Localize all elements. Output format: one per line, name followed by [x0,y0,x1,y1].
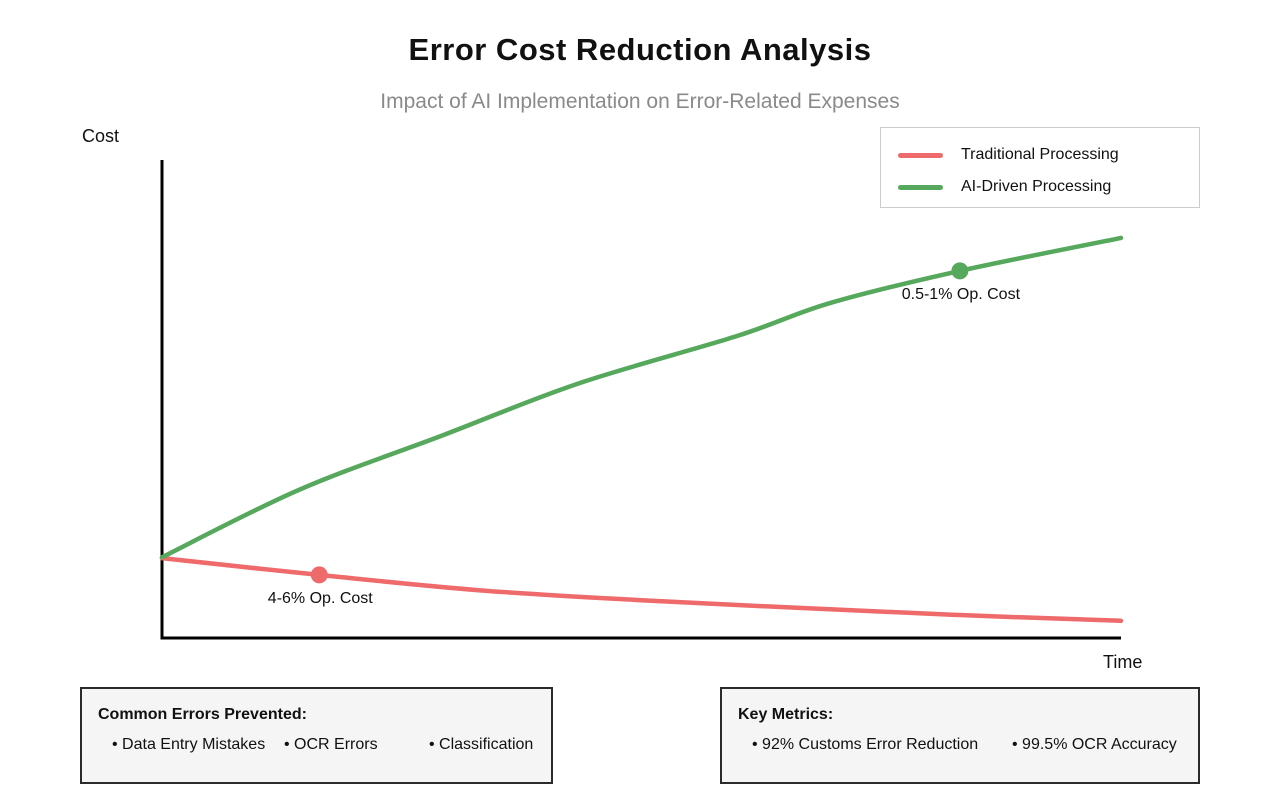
traditional-marker-dot [310,566,328,584]
info-box-title: Common Errors Prevented: [98,706,307,723]
chart-title: Error Cost Reduction Analysis [408,32,872,67]
error-item-data-entry: • Data Entry Mistakes [112,736,266,753]
legend-item-ai: AI-Driven Processing [881,171,1199,203]
x-axis-label: Time [1103,652,1143,672]
y-axis-label: Cost [82,126,120,146]
annotation-ai-cost: 0.5-1% Op. Cost [901,285,1021,303]
traditional-line-swatch-icon [898,152,943,158]
ai-line-swatch-icon [898,184,943,190]
info-box-title: Key Metrics: [738,706,834,723]
legend-label-ai: AI-Driven Processing [961,178,1112,195]
ai-driven-line [159,235,1124,560]
chart-subtitle: Impact of AI Implementation on Error-Rel… [380,90,900,113]
info-box-common-errors: Common Errors Prevented: • Data Entry Mi… [80,687,553,784]
error-item-ocr: • OCR Errors [284,736,378,753]
metric-item-ocr-accuracy: • 99.5% OCR Accuracy [1012,736,1177,753]
ai-driven-marker-dot [951,262,969,280]
metric-item-error-reduction: • 92% Customs Error Reduction [752,736,979,753]
info-box-key-metrics: Key Metrics: • 92% Customs Error Reducti… [720,687,1200,784]
error-item-classification: • Classification [429,736,534,753]
legend-label-traditional: Traditional Processing [961,146,1119,163]
legend-item-traditional: Traditional Processing [881,139,1199,171]
legend: Traditional Processing AI-Driven Process… [880,127,1200,208]
annotation-traditional-cost: 4-6% Op. Cost [267,589,373,607]
